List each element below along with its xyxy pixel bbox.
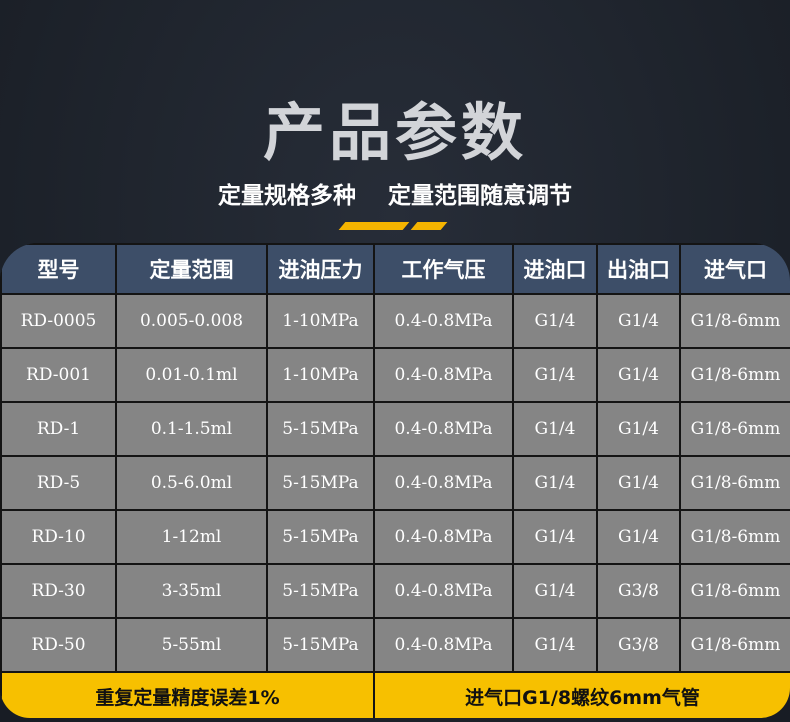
table-cell: G1/4 — [512, 617, 598, 673]
table-cell: 0.1-1.5ml — [115, 401, 268, 457]
table-cell: G1/4 — [596, 293, 681, 349]
table-cell: RD-0005 — [0, 293, 117, 349]
table-cell: RD-50 — [0, 617, 117, 673]
table-row: RD-5 0.5-6.0ml 5-15MPa 0.4-0.8MPa G1/4 G1/4 G1… — [0, 455, 790, 511]
table-cell: 0.4-0.8MPa — [373, 455, 514, 511]
table-header-row: 型号 定量范围 进油压力 工作气压 进油口 出油口 进气口 — [0, 243, 790, 295]
table-cell: 3-35ml — [115, 563, 268, 619]
table-cell: G1/8-6mm — [679, 617, 790, 673]
table-cell: 5-15MPa — [266, 563, 375, 619]
table-cell: 1-10MPa — [266, 347, 375, 403]
table-cell: G1/4 — [512, 455, 598, 511]
table-cell: 1-10MPa — [266, 293, 375, 349]
table-cell: 5-15MPa — [266, 401, 375, 457]
table-cell: 5-55ml — [115, 617, 268, 673]
table-cell: G1/4 — [512, 509, 598, 565]
table-footer-row: 重复定量精度误差1% 进气口G1/8螺纹6mm气管 — [0, 671, 790, 718]
column-header: 定量范围 — [115, 243, 268, 295]
table-cell: G1/4 — [596, 347, 681, 403]
table-cell: G1/8-6mm — [679, 509, 790, 565]
table-cell: 0.4-0.8MPa — [373, 401, 514, 457]
table-cell: G1/8-6mm — [679, 293, 790, 349]
column-header: 进油压力 — [266, 243, 375, 295]
table-cell: RD-001 — [0, 347, 117, 403]
column-header: 出油口 — [596, 243, 681, 295]
table-cell: 0.005-0.008 — [115, 293, 268, 349]
table-cell: G1/4 — [512, 563, 598, 619]
page-title: 产品参数 — [262, 96, 527, 169]
table-cell: G1/4 — [596, 401, 681, 457]
table-cell: RD-5 — [0, 455, 117, 511]
table-cell: 5-15MPa — [266, 455, 375, 511]
table-cell: G1/4 — [596, 509, 681, 565]
table-cell: RD-30 — [0, 563, 117, 619]
table-row: RD-0005 0.005-0.008 1-10MPa 0.4-0.8MPa G1/4 G… — [0, 293, 790, 349]
column-header: 工作气压 — [373, 243, 514, 295]
accent-bar-small — [410, 222, 448, 230]
table-cell: 5-15MPa — [266, 617, 375, 673]
table-cell: 0.5-6.0ml — [115, 455, 268, 511]
table-cell: G1/8-6mm — [679, 347, 790, 403]
accent-bar — [338, 222, 410, 230]
column-header: 进气口 — [679, 243, 790, 295]
table-cell: G1/8-6mm — [679, 455, 790, 511]
table-cell: G1/8-6mm — [679, 401, 790, 457]
table-cell: 0.4-0.8MPa — [373, 293, 514, 349]
spec-table: 型号 定量范围 进油压力 工作气压 进油口 出油口 进气口 RD-0005 0.005-0.0… — [0, 243, 790, 718]
table-row: RD-10 1-12ml 5-15MPa 0.4-0.8MPa G1/4 G1/4 G1/8… — [0, 509, 790, 565]
table-cell: G3/8 — [596, 563, 681, 619]
table-row: RD-1 0.1-1.5ml 5-15MPa 0.4-0.8MPa G1/4 G1/4 G1… — [0, 401, 790, 457]
table-cell: 0.4-0.8MPa — [373, 347, 514, 403]
subtitle-right: 定量范围随意调节 — [388, 183, 572, 209]
table-cell: G1/4 — [512, 347, 598, 403]
table-cell: 0.4-0.8MPa — [373, 563, 514, 619]
column-header: 型号 — [0, 243, 117, 295]
table-cell: 5-15MPa — [266, 509, 375, 565]
table-cell: 1-12ml — [115, 509, 268, 565]
table-cell: 0.4-0.8MPa — [373, 509, 514, 565]
table-cell: G1/8-6mm — [679, 563, 790, 619]
table-cell: 0.01-0.1ml — [115, 347, 268, 403]
footer-accuracy: 重复定量精度误差1% — [0, 671, 375, 718]
table-cell: RD-1 — [0, 401, 117, 457]
column-header: 进油口 — [512, 243, 598, 295]
table-row: RD-30 3-35ml 5-15MPa 0.4-0.8MPa G1/4 G3/8 G1/8… — [0, 563, 790, 619]
table-row: RD-001 0.01-0.1ml 1-10MPa 0.4-0.8MPa G1/4 G1/… — [0, 347, 790, 403]
table-cell: G1/4 — [512, 401, 598, 457]
table-row: RD-50 5-55ml 5-15MPa 0.4-0.8MPa G1/4 G3/8 G1/8… — [0, 617, 790, 673]
footer-air-inlet: 进气口G1/8螺纹6mm气管 — [373, 671, 790, 718]
table-cell: G3/8 — [596, 617, 681, 673]
table-cell: G1/4 — [596, 455, 681, 511]
subtitle-left: 定量规格多种 — [218, 183, 356, 209]
subtitle: 定量规格多种 定量范围随意调节 — [0, 176, 790, 210]
table-cell: 0.4-0.8MPa — [373, 617, 514, 673]
table-cell: G1/4 — [512, 293, 598, 349]
table-cell: RD-10 — [0, 509, 117, 565]
